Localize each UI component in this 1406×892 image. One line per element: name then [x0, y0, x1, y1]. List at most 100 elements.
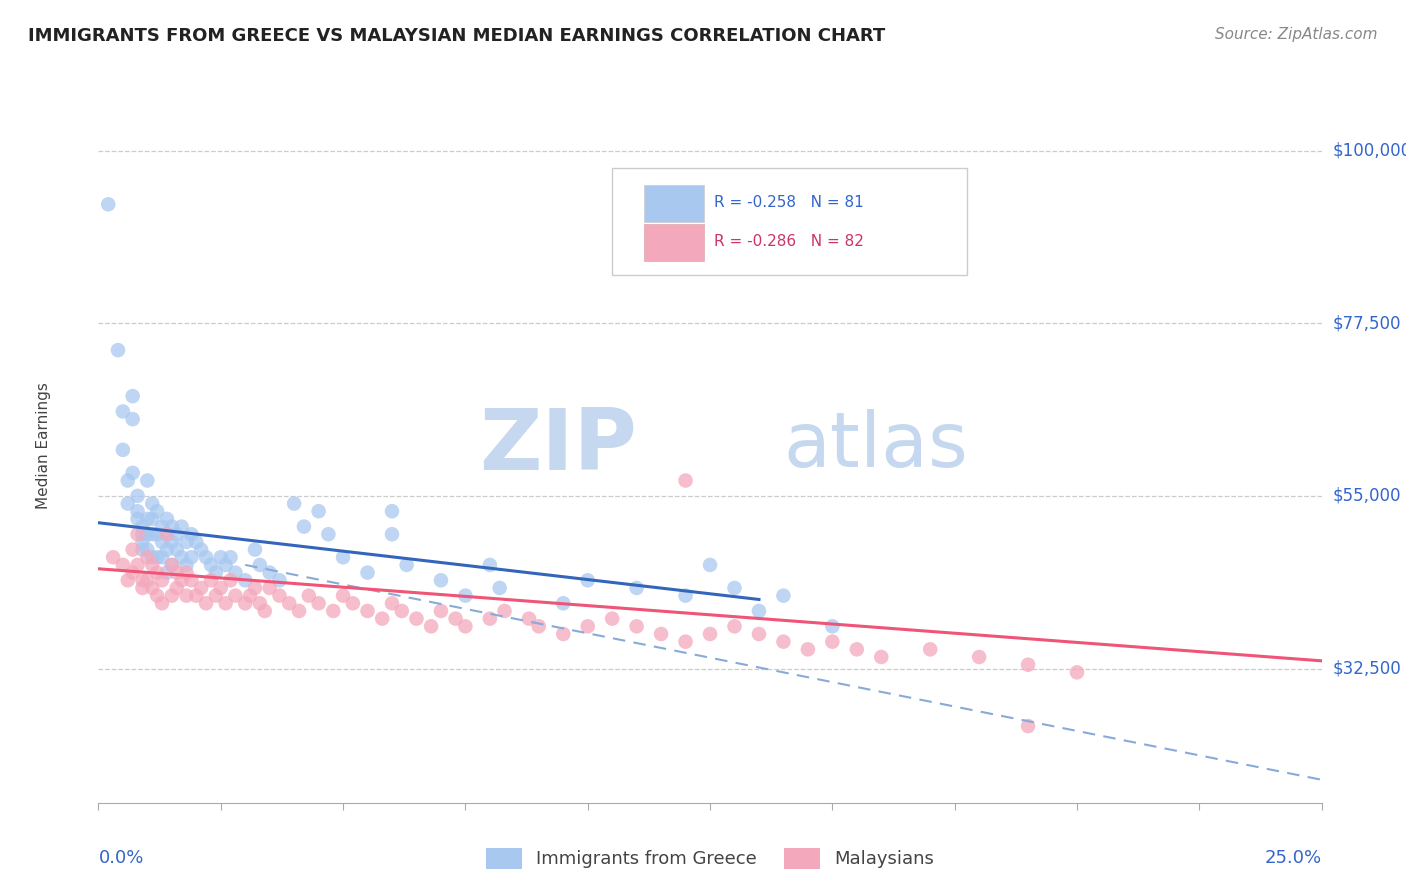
Text: $100,000: $100,000 [1333, 142, 1406, 160]
Text: ZIP: ZIP [479, 404, 637, 488]
Point [127, 512, 149, 526]
Point [219, 550, 242, 565]
Point [150, 519, 173, 533]
Text: R = -0.258   N = 81: R = -0.258 N = 81 [714, 195, 863, 211]
Point [180, 574, 202, 588]
Point [259, 581, 281, 595]
Point [600, 612, 623, 626]
Point [166, 566, 188, 580]
Text: $55,000: $55,000 [1333, 487, 1402, 505]
Text: IMMIGRANTS FROM GREECE VS MALAYSIAN MEDIAN EARNINGS CORRELATION CHART: IMMIGRANTS FROM GREECE VS MALAYSIAN MEDI… [28, 27, 886, 45]
Point [156, 527, 179, 541]
Point [239, 589, 262, 603]
Point [160, 558, 183, 572]
Point [332, 550, 354, 565]
Text: Source: ZipAtlas.com: Source: ZipAtlas.com [1215, 27, 1378, 42]
Point [371, 612, 394, 626]
Point [111, 442, 134, 457]
Point [160, 535, 183, 549]
Point [253, 604, 276, 618]
Point [200, 574, 222, 588]
Point [723, 619, 745, 633]
Point [141, 497, 163, 511]
Point [292, 519, 315, 533]
Point [127, 489, 149, 503]
Point [576, 619, 599, 633]
Point [186, 589, 208, 603]
Point [141, 581, 163, 595]
Point [141, 550, 163, 565]
Point [772, 589, 794, 603]
Point [821, 634, 844, 648]
Point [517, 612, 540, 626]
Point [494, 604, 516, 618]
Point [166, 542, 188, 557]
Point [553, 627, 575, 641]
Point [136, 550, 159, 565]
Point [141, 512, 163, 526]
Point [318, 527, 340, 541]
Point [444, 612, 467, 626]
Point [249, 558, 271, 572]
Point [342, 596, 364, 610]
Point [180, 550, 202, 565]
Point [772, 634, 794, 648]
Point [190, 542, 212, 557]
Point [675, 589, 697, 603]
Point [845, 642, 868, 657]
Point [107, 343, 129, 357]
Point [160, 589, 183, 603]
Point [150, 535, 173, 549]
Point [176, 535, 198, 549]
Point [205, 589, 228, 603]
Point [454, 589, 477, 603]
Point [308, 596, 330, 610]
Point [156, 566, 179, 580]
FancyBboxPatch shape [644, 224, 704, 260]
Point [156, 512, 179, 526]
Point [527, 619, 550, 633]
Point [576, 574, 599, 588]
Point [488, 581, 510, 595]
Point [180, 527, 202, 541]
Point [166, 527, 188, 541]
Point [160, 558, 183, 572]
Point [243, 581, 266, 595]
Point [176, 589, 198, 603]
Point [111, 558, 134, 572]
Point [121, 389, 143, 403]
Point [200, 558, 222, 572]
Point [332, 589, 354, 603]
Point [675, 634, 697, 648]
Point [748, 604, 770, 618]
Point [650, 627, 672, 641]
Point [454, 619, 477, 633]
Point [131, 535, 153, 549]
Point [356, 604, 378, 618]
Point [1066, 665, 1088, 680]
Point [117, 574, 139, 588]
Point [1017, 719, 1039, 733]
Point [131, 527, 153, 541]
Point [395, 558, 418, 572]
Point [117, 474, 139, 488]
Point [233, 574, 256, 588]
Point [626, 619, 648, 633]
Point [146, 550, 169, 565]
Point [214, 596, 236, 610]
FancyBboxPatch shape [644, 185, 704, 222]
Point [127, 504, 149, 518]
Point [1017, 657, 1039, 672]
Point [356, 566, 378, 580]
Point [381, 504, 404, 518]
Point [322, 604, 344, 618]
Point [170, 550, 193, 565]
Point [405, 612, 427, 626]
Point [195, 550, 218, 565]
Text: R = -0.286   N = 82: R = -0.286 N = 82 [714, 234, 863, 249]
Point [127, 558, 149, 572]
Point [478, 558, 501, 572]
Point [553, 596, 575, 610]
FancyBboxPatch shape [612, 168, 967, 275]
Point [219, 574, 242, 588]
